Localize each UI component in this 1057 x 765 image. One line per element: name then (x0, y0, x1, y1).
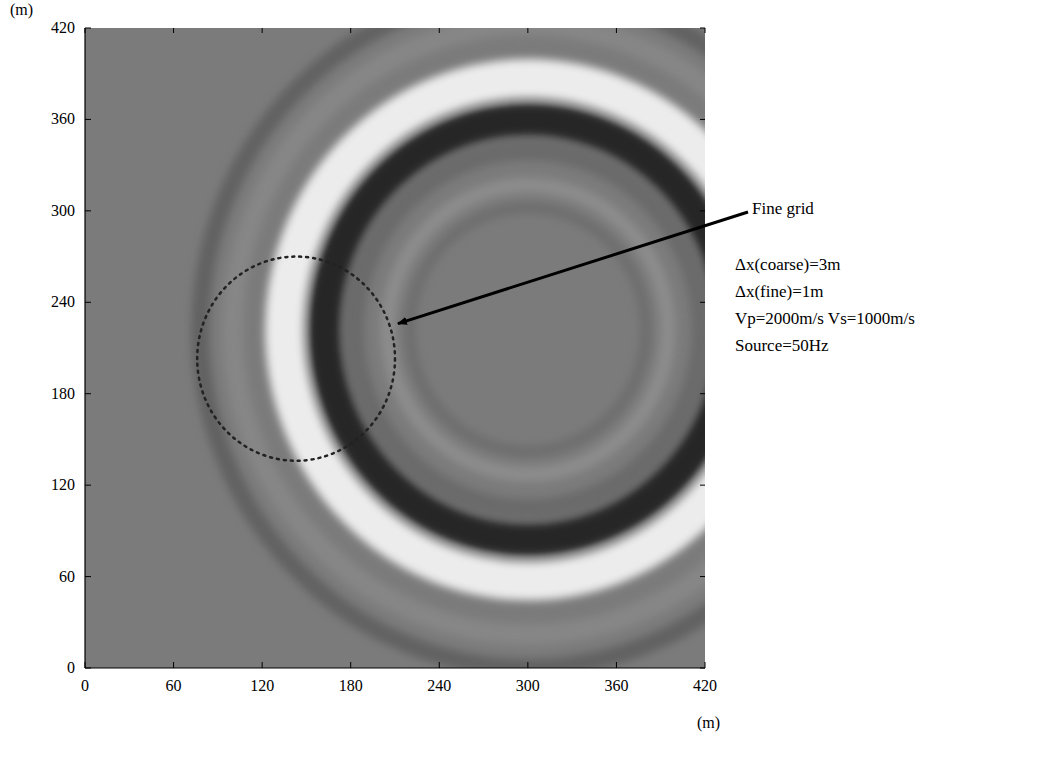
x-tick-top (705, 28, 706, 33)
wave-ring (233, 28, 705, 634)
x-tick-label: 300 (516, 677, 540, 694)
x-tick-top (173, 28, 174, 33)
y-tick (85, 119, 91, 120)
y-tick (85, 302, 91, 303)
y-tick-label: 360 (51, 110, 75, 127)
y-tick-right (700, 576, 705, 577)
arrow (398, 212, 748, 324)
x-tick-top (262, 28, 263, 33)
y-tick (85, 210, 91, 211)
x-tick-top (85, 28, 86, 33)
x-tick (173, 662, 174, 668)
y-tick (85, 668, 91, 669)
wave-ring (284, 78, 705, 581)
y-tick-right (700, 28, 705, 29)
wavefield (200, 28, 705, 668)
fine-grid-label: Fine grid (752, 199, 814, 218)
wave-ring (200, 28, 705, 668)
y-tick-label: 300 (51, 202, 75, 219)
x-tick-top (439, 28, 440, 33)
y-axis-label: (m) (10, 1, 33, 19)
annotation: Δx(coarse)=3m (735, 255, 840, 274)
y-tick-label: 240 (51, 293, 75, 310)
x-tick (616, 662, 617, 668)
x-tick (705, 662, 706, 668)
x-axis-label: (m) (697, 714, 720, 732)
x-tick-label: 60 (166, 677, 182, 694)
figure: 0 60 120 180 240 300 360 420 0 60 120 180 240 300 360 4… (0, 0, 1057, 765)
y-tick-right (700, 668, 705, 669)
y-tick-label: 420 (51, 19, 75, 36)
x-tick-label: 360 (604, 677, 628, 694)
x-tick-top (350, 28, 351, 33)
y-tick (85, 393, 91, 394)
y-tick-label: 0 (67, 659, 75, 676)
annotation: Source=50Hz (735, 336, 829, 355)
x-tick-label: 240 (427, 677, 451, 694)
plot-area (85, 28, 705, 668)
x-tick (262, 662, 263, 668)
x-tick-top (527, 28, 528, 33)
y-tick-right (700, 210, 705, 211)
y-tick-right (700, 302, 705, 303)
y-tick-label: 180 (51, 385, 75, 402)
y-tick-right (700, 393, 705, 394)
fine-grid-region (197, 257, 395, 461)
y-tick (85, 576, 91, 577)
annotation: Vp=2000m/s Vs=1000m/s (735, 309, 915, 328)
x-tick (527, 662, 528, 668)
y-tick-right (700, 119, 705, 120)
wave-ring (410, 208, 646, 452)
x-axis (85, 667, 705, 668)
y-tick-right (700, 485, 705, 486)
x-tick-label: 0 (81, 677, 89, 694)
y-tick (85, 485, 91, 486)
y-tick-label: 120 (51, 476, 75, 493)
x-tick-label: 120 (250, 677, 274, 694)
x-tick-label: 180 (339, 677, 363, 694)
y-tick (85, 28, 91, 29)
x-tick-label: 420 (693, 677, 717, 694)
x-tick (439, 662, 440, 668)
x-tick (350, 662, 351, 668)
wave-ring (324, 119, 705, 540)
x-tick (85, 662, 86, 668)
x-tick-top (616, 28, 617, 33)
wave-ring (354, 150, 702, 510)
wave-ring (388, 185, 668, 475)
y-tick-label: 60 (59, 568, 75, 585)
y-axis (84, 28, 85, 668)
annotation: Δx(fine)=1m (735, 282, 824, 301)
